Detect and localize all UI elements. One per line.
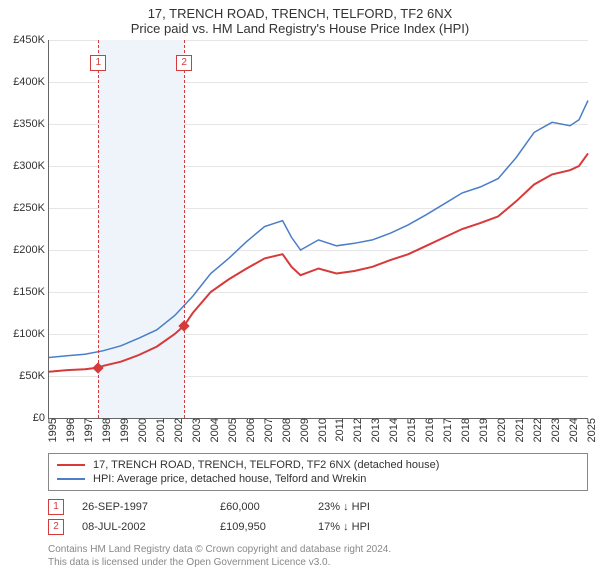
legend-item: 17, TRENCH ROAD, TRENCH, TELFORD, TF2 6N… bbox=[57, 458, 579, 472]
x-axis-tick-label: 2018 bbox=[458, 418, 472, 442]
page-subtitle: Price paid vs. HM Land Registry's House … bbox=[0, 21, 600, 40]
x-axis-tick-label: 2022 bbox=[530, 418, 544, 442]
x-axis-tick-label: 2015 bbox=[404, 418, 418, 442]
sale-row-date: 26-SEP-1997 bbox=[82, 501, 202, 513]
sale-row-delta: 17% ↓ HPI bbox=[318, 521, 418, 533]
sale-marker-index: 2 bbox=[176, 55, 192, 71]
x-axis-tick-label: 2019 bbox=[476, 418, 490, 442]
x-axis-tick-label: 2016 bbox=[422, 418, 436, 442]
sale-marker-line bbox=[98, 40, 99, 418]
x-axis-tick-label: 2012 bbox=[350, 418, 364, 442]
y-axis-tick-label: £300K bbox=[13, 160, 49, 172]
y-axis-tick-label: £450K bbox=[13, 34, 49, 46]
legend-swatch bbox=[57, 478, 85, 480]
x-axis-tick-label: 1998 bbox=[99, 418, 113, 442]
x-axis-tick-label: 1997 bbox=[81, 418, 95, 442]
x-axis-tick-label: 2001 bbox=[153, 418, 167, 442]
x-axis-tick-label: 2005 bbox=[225, 418, 239, 442]
x-axis-tick-label: 2010 bbox=[315, 418, 329, 442]
series-line-price_paid bbox=[49, 153, 588, 371]
sale-row-price: £109,950 bbox=[220, 521, 300, 533]
legend-swatch bbox=[57, 464, 85, 466]
x-axis-tick-label: 2023 bbox=[548, 418, 562, 442]
y-axis-tick-label: £400K bbox=[13, 76, 49, 88]
series-line-hpi bbox=[49, 101, 588, 358]
sales-table: 1 26-SEP-1997 £60,000 23% ↓ HPI 2 08-JUL-2002… bbox=[48, 497, 588, 537]
sale-marker-line bbox=[184, 40, 185, 418]
sale-row-index: 2 bbox=[48, 519, 64, 535]
y-axis-tick-label: £250K bbox=[13, 202, 49, 214]
x-axis-tick-label: 2017 bbox=[440, 418, 454, 442]
x-axis-tick-label: 2006 bbox=[243, 418, 257, 442]
x-axis-tick-label: 2003 bbox=[189, 418, 203, 442]
page-title: 17, TRENCH ROAD, TRENCH, TELFORD, TF2 6N… bbox=[0, 0, 600, 21]
x-axis-tick-label: 2004 bbox=[207, 418, 221, 442]
x-axis-tick-label: 2024 bbox=[566, 418, 580, 442]
chart-legend: 17, TRENCH ROAD, TRENCH, TELFORD, TF2 6N… bbox=[48, 453, 588, 491]
sale-row-index: 1 bbox=[48, 499, 64, 515]
sale-row: 2 08-JUL-2002 £109,950 17% ↓ HPI bbox=[48, 517, 588, 537]
sale-row: 1 26-SEP-1997 £60,000 23% ↓ HPI bbox=[48, 497, 588, 517]
legend-label: 17, TRENCH ROAD, TRENCH, TELFORD, TF2 6N… bbox=[93, 459, 439, 471]
x-axis-tick-label: 2000 bbox=[135, 418, 149, 442]
chart-plot-area: £0£50K£100K£150K£200K£250K£300K£350K£400… bbox=[48, 40, 588, 419]
legend-label: HPI: Average price, detached house, Telf… bbox=[93, 473, 366, 485]
legend-item: HPI: Average price, detached house, Telf… bbox=[57, 472, 579, 486]
x-axis-tick-label: 2014 bbox=[386, 418, 400, 442]
sale-row-date: 08-JUL-2002 bbox=[82, 521, 202, 533]
x-axis-tick-label: 2007 bbox=[261, 418, 275, 442]
y-axis-tick-label: £150K bbox=[13, 286, 49, 298]
x-axis-tick-label: 2013 bbox=[368, 418, 382, 442]
x-axis-tick-label: 2011 bbox=[332, 418, 346, 442]
footnote-line: This data is licensed under the Open Gov… bbox=[48, 556, 588, 569]
y-axis-tick-label: £50K bbox=[19, 370, 49, 382]
y-axis-tick-label: £100K bbox=[13, 328, 49, 340]
x-axis-tick-label: 1999 bbox=[117, 418, 131, 442]
sale-row-delta: 23% ↓ HPI bbox=[318, 501, 418, 513]
footnote: Contains HM Land Registry data © Crown c… bbox=[48, 543, 588, 569]
y-axis-tick-label: £350K bbox=[13, 118, 49, 130]
x-axis-tick-label: 1995 bbox=[45, 418, 59, 442]
footnote-line: Contains HM Land Registry data © Crown c… bbox=[48, 543, 588, 556]
sale-row-price: £60,000 bbox=[220, 501, 300, 513]
x-axis-tick-label: 2020 bbox=[494, 418, 508, 442]
x-axis-tick-label: 2008 bbox=[279, 418, 293, 442]
x-axis-tick-label: 2025 bbox=[584, 418, 598, 442]
x-axis-tick-label: 2002 bbox=[171, 418, 185, 442]
x-axis-tick-label: 2009 bbox=[297, 418, 311, 442]
x-axis-tick-label: 1996 bbox=[63, 418, 77, 442]
y-axis-tick-label: £200K bbox=[13, 244, 49, 256]
sale-marker-index: 1 bbox=[90, 55, 106, 71]
x-axis-tick-label: 2021 bbox=[512, 418, 526, 442]
